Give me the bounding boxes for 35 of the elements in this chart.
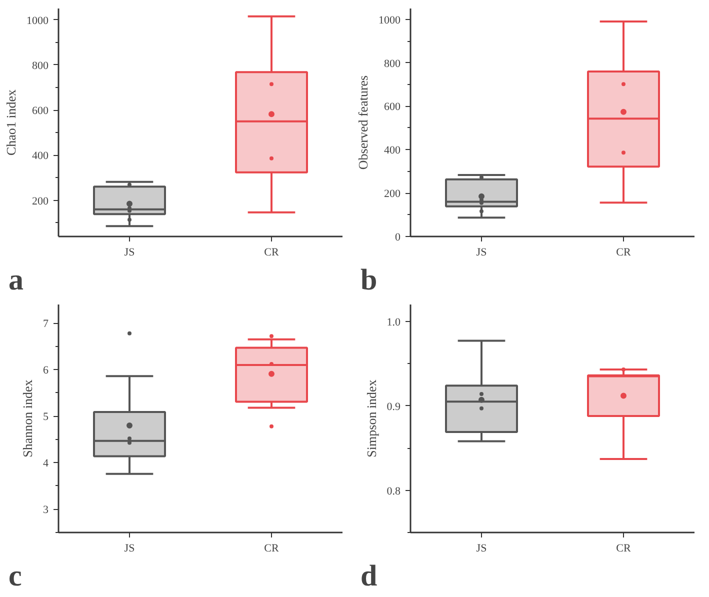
y-tick-label: 5 bbox=[43, 411, 49, 424]
x-tick-label: JS bbox=[124, 246, 135, 258]
y-tick-label: 800 bbox=[32, 60, 49, 72]
y-tick-label: 200 bbox=[32, 195, 49, 208]
y-tick-label: 1000 bbox=[26, 14, 49, 27]
y-tick-label: 6 bbox=[43, 364, 49, 377]
y-tick-label: 600 bbox=[32, 105, 49, 118]
x-tick-label: CR bbox=[616, 246, 632, 258]
text: b bbox=[360, 264, 378, 296]
y-tick-label: 1.0 bbox=[386, 316, 401, 328]
x-tick-label: JS bbox=[476, 542, 487, 554]
x-tick-label: JS bbox=[124, 542, 135, 554]
x-tick-label: JS bbox=[476, 246, 487, 258]
x-tick-label: CR bbox=[616, 542, 632, 554]
text: c bbox=[8, 560, 22, 592]
x-tick-label: CR bbox=[264, 246, 280, 258]
y-axis-title: Shannon index bbox=[20, 379, 35, 458]
text: a bbox=[8, 264, 24, 296]
text: d bbox=[360, 560, 378, 592]
y-tick-label: 800 bbox=[384, 58, 401, 70]
y-tick-label: 0.8 bbox=[386, 485, 401, 498]
y-tick-label: 0 bbox=[395, 232, 401, 244]
y-tick-label: 3 bbox=[43, 504, 49, 516]
y-tick-label: 7 bbox=[43, 318, 49, 330]
y-tick-label: 600 bbox=[384, 101, 401, 114]
y-tick-label: 0.9 bbox=[386, 400, 401, 413]
x-tick-label: CR bbox=[264, 542, 280, 554]
y-tick-label: 400 bbox=[32, 150, 49, 162]
y-tick-label: 400 bbox=[384, 144, 401, 157]
y-tick-label: 1000 bbox=[378, 14, 401, 26]
y-axis-title: Chao1 index bbox=[4, 88, 18, 156]
y-axis-title: Simpson index bbox=[364, 379, 379, 458]
y-tick-label: 200 bbox=[384, 188, 401, 200]
y-tick-label: 4 bbox=[43, 458, 49, 470]
y-axis-title: Observed features bbox=[356, 75, 370, 170]
